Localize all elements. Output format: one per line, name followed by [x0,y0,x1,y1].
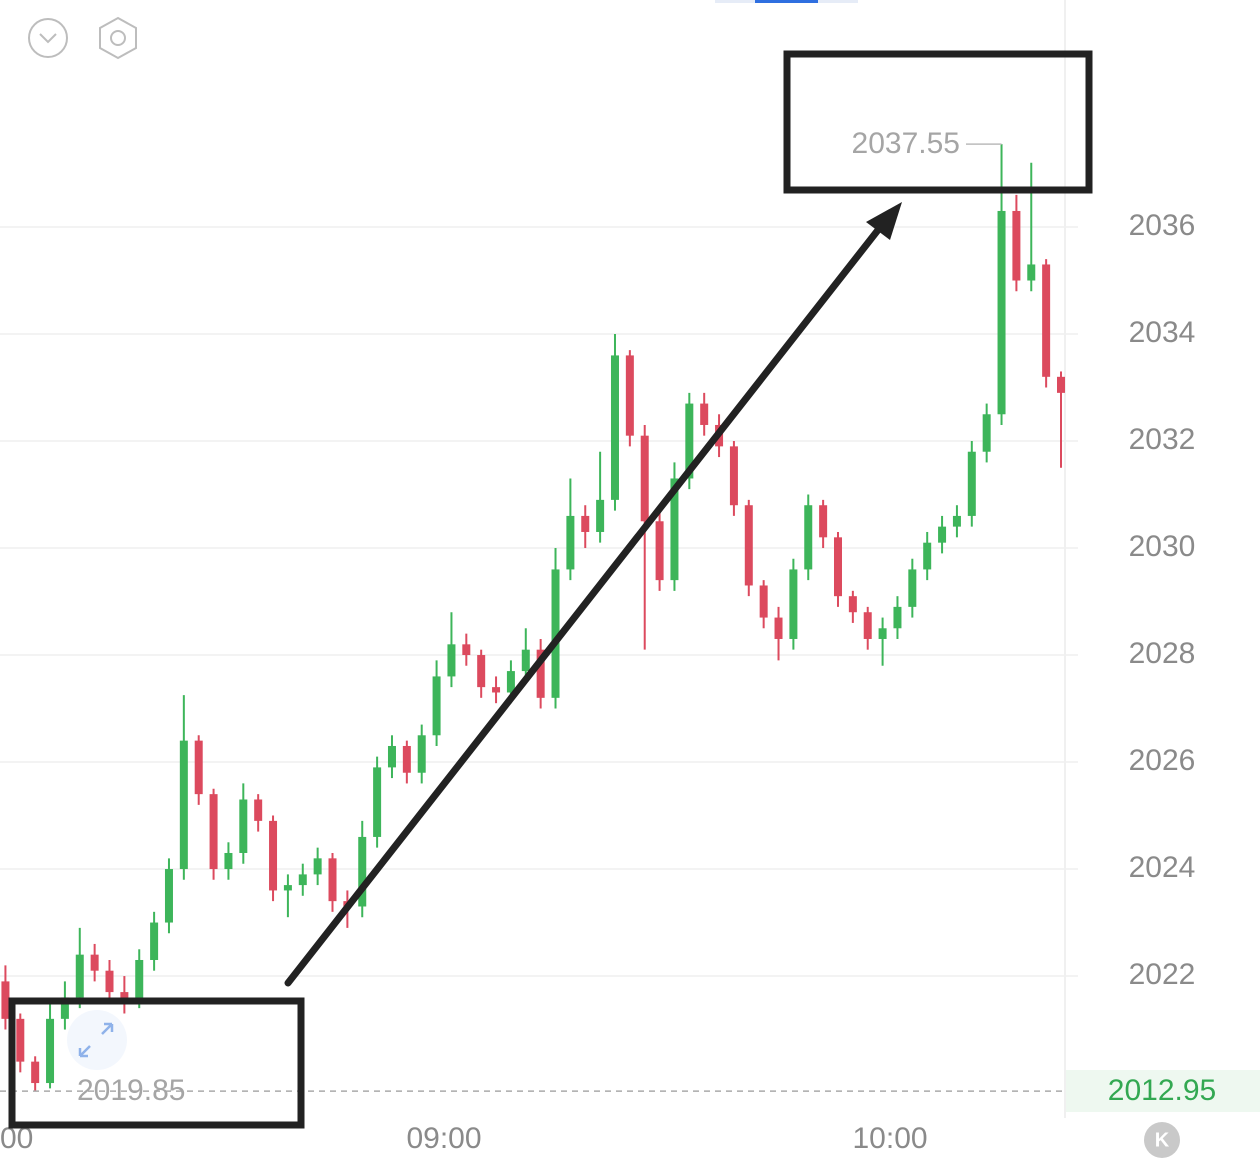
candle-body [164,869,173,923]
candle-body [640,435,649,522]
candle-body [804,505,813,570]
candle-body [120,992,129,1003]
corner-icon: K [1155,1129,1170,1151]
candle-body [224,852,233,870]
candle-body [774,617,783,639]
candle-body [833,537,842,597]
candle-body [967,451,976,516]
candle-body [982,414,991,452]
candle-body [878,628,887,639]
candle-body [432,676,441,736]
candle-body [938,526,947,543]
candle-body [521,649,530,672]
candle-body [402,745,411,773]
candle-body [417,735,426,773]
y-tick-label: 2022 [1129,958,1196,991]
candle-body [313,858,322,875]
candle-body [744,505,753,586]
candle-body [952,515,961,527]
candle-body [179,740,188,870]
y-tick-label: 2028 [1129,637,1196,670]
candle-body [269,820,278,891]
candle-body [670,478,679,581]
candle-body [298,874,307,886]
candle-body [209,794,218,870]
candle-body [477,655,486,688]
candle-body [581,515,590,532]
candle-body [447,644,456,677]
settings-button[interactable] [99,16,137,60]
candle-body [863,612,872,639]
candle-body [819,505,828,538]
candle-body [373,767,382,837]
candle-body [105,970,114,993]
price-label: 2012.95 [1108,1074,1216,1107]
candle-body [789,569,798,639]
candle-body [610,355,619,500]
candle-body [194,740,203,795]
candle-body [596,499,605,532]
candle-body [506,671,515,693]
candle-body [60,997,69,1019]
candle-body [625,355,634,436]
candle-body [848,596,857,613]
candle-body [90,954,99,971]
candle-body [46,1018,55,1084]
y-tick-label: 2024 [1129,851,1196,884]
max-price-label: 2037.55 [852,127,960,160]
candle-body [75,954,84,998]
y-tick-label: 2030 [1129,530,1196,563]
candle-body [1027,264,1036,281]
candle-body [31,1061,40,1084]
candle-body [893,606,902,629]
candle-body [492,687,501,693]
candle-body [387,745,396,768]
x-tick-label: 10:00 [852,1122,927,1155]
candle-body [1012,210,1021,281]
candle-body [997,210,1006,415]
candle-body [759,585,768,618]
collapse-button[interactable] [28,18,68,58]
candle-body [923,542,932,570]
candle-body [536,649,545,698]
candle-body [700,403,709,425]
candle-body [358,836,367,907]
corner-button[interactable]: K [1144,1122,1180,1158]
candle-body [16,1018,25,1062]
candle-body [551,569,560,698]
candle-body [254,799,263,821]
y-tick-label: 2034 [1129,316,1196,349]
price-label-box [1066,1070,1260,1112]
candle-body [135,959,144,1003]
candle-body [462,644,471,656]
candle-body [283,885,292,891]
tab-indicator [755,0,818,3]
candle-body [1,981,10,1019]
y-tick-label: 2036 [1129,209,1196,242]
candle-body [685,403,694,479]
candle-body [328,858,337,902]
candle-body [566,515,575,570]
candle-body [1057,376,1065,393]
candle-body [1042,264,1051,377]
candle-body [908,569,917,607]
candle-body [239,799,248,853]
candle-body [655,521,664,581]
y-tick-label: 2026 [1129,744,1196,777]
annotation [8,50,1093,1129]
candle-body [729,446,738,506]
min-price-label: 2019.85 [77,1074,185,1107]
x-tick-label: 09:00 [406,1122,481,1155]
candle-body [150,922,159,960]
expand-button[interactable] [67,1010,127,1070]
y-tick-label: 2032 [1129,423,1196,456]
